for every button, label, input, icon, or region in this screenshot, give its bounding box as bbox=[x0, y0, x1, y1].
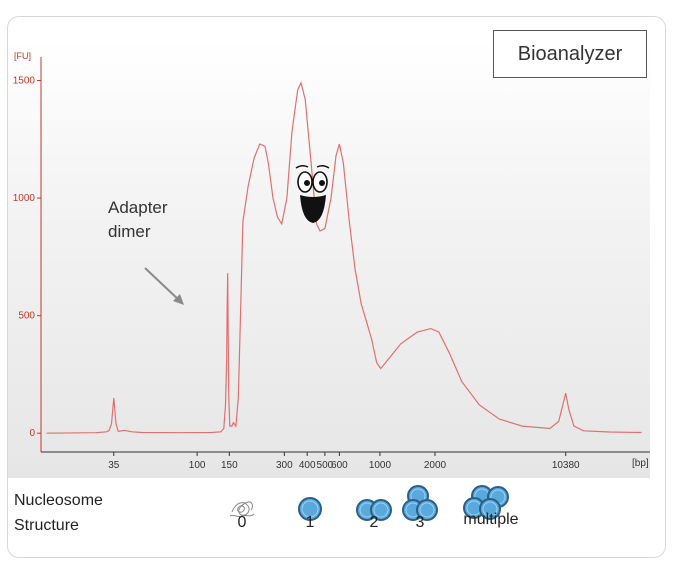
instrument-label-box: Bioanalyzer bbox=[493, 30, 647, 78]
instrument-label: Bioanalyzer bbox=[517, 42, 623, 65]
nucleosome-category-0: 0 bbox=[237, 514, 247, 531]
y-tick-label: 500 bbox=[18, 311, 35, 322]
y-tick-label: 1000 bbox=[13, 193, 36, 204]
nucleosome-icons bbox=[229, 485, 509, 521]
x-tick-label: 400 bbox=[299, 460, 316, 471]
x-tick-label: 2000 bbox=[424, 460, 447, 471]
x-tick-label: 600 bbox=[331, 460, 348, 471]
nucleosome-category-1: 1 bbox=[305, 514, 315, 531]
smiley-face-icon bbox=[295, 164, 330, 223]
nucleosome-category-3: 3 bbox=[415, 514, 425, 531]
polynucleosome-icon bbox=[463, 485, 509, 520]
y-axis-label: [FU] bbox=[14, 51, 31, 61]
y-tick-label: 0 bbox=[29, 428, 35, 439]
x-tick-label: 35 bbox=[108, 460, 120, 471]
y-ticks: 0 500 1000 1500 bbox=[13, 76, 41, 439]
nucleosome-disc-rim bbox=[482, 501, 498, 517]
x-tick-label: 100 bbox=[189, 460, 206, 471]
nucleosome-disc-rim bbox=[419, 502, 435, 518]
nucleosome-structure-label: Nucleosome Structure bbox=[14, 488, 103, 538]
nucleosome-disc-rim bbox=[301, 500, 319, 518]
x-tick-label: 150 bbox=[221, 460, 238, 471]
dinucleosome-icon bbox=[356, 499, 392, 521]
trinucleosome-icon bbox=[402, 485, 438, 521]
nucleosome-category-2: 2 bbox=[369, 514, 379, 531]
annotation-arrow bbox=[144, 267, 184, 305]
x-tick-label: 500 bbox=[317, 460, 334, 471]
chart-axes bbox=[40, 57, 650, 453]
nucleosome-icon bbox=[298, 497, 322, 521]
annotation-line2: dimer bbox=[108, 222, 151, 241]
x-axis-label: [bp] bbox=[632, 458, 649, 469]
nucleosome-label-line2: Structure bbox=[14, 517, 79, 534]
nucleosome-category-multiple: multiple bbox=[463, 511, 519, 528]
nucleosome-disc-rim bbox=[373, 502, 389, 518]
x-tick-label: 1000 bbox=[369, 460, 392, 471]
annotation-line1: Adapter bbox=[108, 198, 168, 217]
adapter-dimer-annotation: Adapter dimer bbox=[108, 196, 168, 244]
x-tick-label: 10380 bbox=[552, 460, 580, 471]
nucleosome-label-line1: Nucleosome bbox=[14, 492, 103, 509]
x-tick-label: 300 bbox=[276, 460, 293, 471]
y-tick-label: 1500 bbox=[13, 76, 36, 87]
electropherogram-trace bbox=[46, 81, 642, 434]
free-dna-icon bbox=[229, 501, 255, 518]
